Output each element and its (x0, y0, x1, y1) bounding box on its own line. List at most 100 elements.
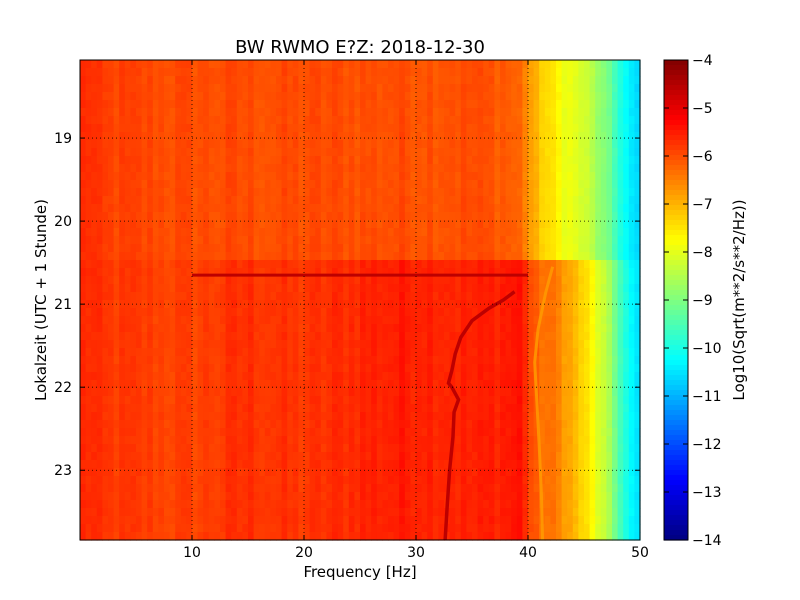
heatmap-cell (628, 180, 635, 189)
heatmap-cell (220, 348, 227, 357)
heatmap-cell (203, 404, 210, 413)
heatmap-cell (393, 116, 400, 125)
heatmap-cell (164, 236, 171, 245)
heatmap-cell (354, 292, 361, 301)
heatmap-cell (494, 372, 501, 381)
heatmap-cell (124, 420, 131, 429)
heatmap-cell (505, 340, 512, 349)
heatmap-cell (505, 220, 512, 229)
heatmap-cell (466, 108, 473, 117)
heatmap-cell (102, 84, 109, 93)
heatmap-cell (595, 252, 602, 261)
heatmap-cell (516, 372, 523, 381)
heatmap-cell (561, 260, 568, 269)
heatmap-cell (556, 196, 563, 205)
heatmap-cell (270, 252, 277, 261)
heatmap-cell (287, 268, 294, 277)
heatmap-cell (427, 404, 434, 413)
heatmap-cell (589, 340, 596, 349)
heatmap-cell (539, 220, 546, 229)
heatmap-cell (528, 180, 535, 189)
heatmap-cell (488, 436, 495, 445)
heatmap-cell (410, 252, 417, 261)
heatmap-cell (427, 124, 434, 133)
heatmap-cell (634, 140, 641, 149)
heatmap-cell (281, 180, 288, 189)
heatmap-cell (197, 356, 204, 365)
heatmap-cell (472, 196, 479, 205)
heatmap-cell (421, 388, 428, 397)
heatmap-cell (584, 196, 591, 205)
heatmap-cell (567, 436, 574, 445)
heatmap-cell (606, 236, 613, 245)
heatmap-cell (634, 196, 641, 205)
heatmap-cell (242, 412, 249, 421)
heatmap-cell (567, 116, 574, 125)
heatmap-cell (220, 100, 227, 109)
heatmap-cell (600, 452, 607, 461)
heatmap-cell (287, 84, 294, 93)
heatmap-cell (91, 260, 98, 269)
heatmap-cell (589, 332, 596, 341)
heatmap-cell (393, 284, 400, 293)
heatmap-cell (589, 244, 596, 253)
heatmap-cell (399, 60, 406, 69)
heatmap-cell (236, 244, 243, 253)
heatmap-cell (253, 308, 260, 317)
heatmap-cell (304, 276, 311, 285)
heatmap-cell (197, 268, 204, 277)
heatmap-cell (488, 292, 495, 301)
heatmap-cell (449, 332, 456, 341)
heatmap-cell (371, 228, 378, 237)
heatmap-cell (208, 260, 215, 269)
heatmap-cell (292, 172, 299, 181)
heatmap-cell (444, 236, 451, 245)
heatmap-cell (511, 100, 518, 109)
heatmap-cell (326, 228, 333, 237)
heatmap-cell (197, 260, 204, 269)
heatmap-cell (516, 324, 523, 333)
heatmap-cell (522, 452, 529, 461)
heatmap-cell (606, 244, 613, 253)
heatmap-cell (242, 340, 249, 349)
heatmap-cell (287, 76, 294, 85)
heatmap-cell (628, 284, 635, 293)
heatmap-cell (600, 372, 607, 381)
heatmap-cell (253, 140, 260, 149)
heatmap-cell (175, 60, 182, 69)
heatmap-cell (152, 436, 159, 445)
heatmap-cell (522, 364, 529, 373)
heatmap-cell (455, 452, 462, 461)
heatmap-cell (544, 180, 551, 189)
heatmap-cell (634, 228, 641, 237)
heatmap-cell (455, 60, 462, 69)
heatmap-cell (483, 116, 490, 125)
heatmap-cell (320, 244, 327, 253)
heatmap-cell (550, 68, 557, 77)
heatmap-cell (634, 124, 641, 133)
heatmap-cell (360, 252, 367, 261)
heatmap-cell (410, 220, 417, 229)
heatmap-cell (399, 316, 406, 325)
heatmap-cell (427, 244, 434, 253)
heatmap-cell (533, 204, 540, 213)
heatmap-cell (432, 436, 439, 445)
heatmap-cell (304, 148, 311, 157)
heatmap-cell (292, 60, 299, 69)
heatmap-cell (572, 268, 579, 277)
heatmap-cell (248, 164, 255, 173)
heatmap-cell (197, 444, 204, 453)
heatmap-cell (556, 68, 563, 77)
heatmap-cell (444, 244, 451, 253)
heatmap-cell (410, 436, 417, 445)
heatmap-cell (152, 260, 159, 269)
heatmap-cell (416, 196, 423, 205)
heatmap-cell (264, 156, 271, 165)
heatmap-cell (130, 308, 137, 317)
heatmap-cell (511, 284, 518, 293)
heatmap-cell (628, 212, 635, 221)
heatmap-cell (180, 236, 187, 245)
heatmap-cell (516, 156, 523, 165)
heatmap-cell (567, 284, 574, 293)
heatmap-cell (466, 452, 473, 461)
